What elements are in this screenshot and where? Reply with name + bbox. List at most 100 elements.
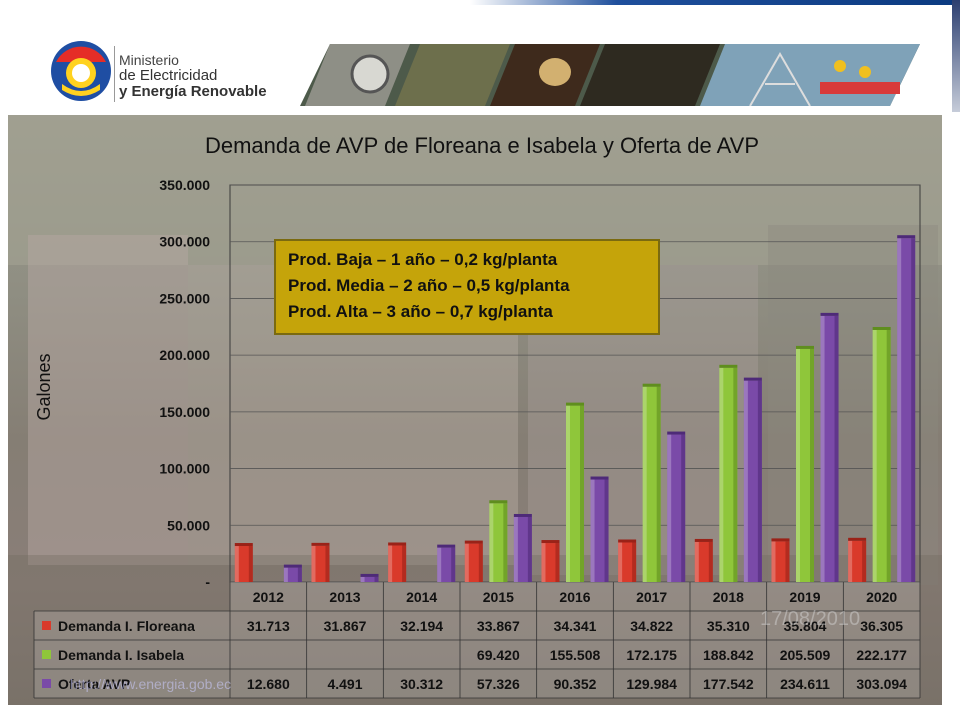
bar-highlight xyxy=(234,546,239,582)
bar-shade xyxy=(656,386,661,582)
logo-line-1: Ministerio xyxy=(119,52,179,68)
bar-body xyxy=(464,543,483,582)
bar-body xyxy=(566,405,584,582)
bar-highlight xyxy=(694,541,699,582)
bar-body xyxy=(771,541,790,582)
bar-1-7 xyxy=(796,345,814,582)
bar-highlight xyxy=(642,386,647,582)
legend-swatch xyxy=(42,679,51,688)
bar-2-0 xyxy=(283,564,302,582)
bar-highlight xyxy=(360,576,365,582)
bar-2-3 xyxy=(513,513,532,582)
bar-body xyxy=(796,348,814,582)
x-tick-label: 2018 xyxy=(713,589,744,605)
data-label: 35.310 xyxy=(707,618,750,634)
bar-highlight xyxy=(719,367,724,582)
data-label: 4.491 xyxy=(327,676,362,692)
bar-body xyxy=(360,576,379,582)
data-label: 205.509 xyxy=(780,647,831,663)
data-label: 34.822 xyxy=(630,618,673,634)
bar-highlight xyxy=(311,545,316,582)
data-label: 188.842 xyxy=(703,647,754,663)
bar-highlight xyxy=(771,541,776,582)
data-label: 90.352 xyxy=(554,676,597,692)
data-label: 234.611 xyxy=(780,676,830,692)
bar-highlight xyxy=(796,348,800,582)
bar-0-3 xyxy=(464,540,483,582)
bar-highlight xyxy=(513,516,518,582)
bar-2-4 xyxy=(590,476,609,582)
bar-top xyxy=(743,377,762,381)
bar-top xyxy=(388,542,407,546)
bar-body xyxy=(820,315,839,582)
bar-2-8 xyxy=(897,235,916,582)
bar-shade xyxy=(785,541,790,582)
bar-highlight xyxy=(820,315,825,582)
bar-top xyxy=(618,539,637,543)
y-tick-label: 300.000 xyxy=(159,234,210,250)
bar-highlight xyxy=(848,540,853,582)
bar-body xyxy=(541,543,560,582)
data-label: 177.542 xyxy=(703,676,754,692)
bar-shade xyxy=(604,479,609,582)
bar-body xyxy=(667,434,686,582)
logo-line-2: de Electricidad xyxy=(119,67,218,84)
bar-shade xyxy=(555,543,560,582)
logo-separator xyxy=(114,46,115,102)
bar-top xyxy=(694,538,713,542)
bar-shade xyxy=(733,367,738,582)
bar-highlight xyxy=(489,503,494,582)
bar-2-2 xyxy=(437,544,456,582)
bar-top xyxy=(437,544,456,548)
y-axis-ticks: - 50.000 100.000 150.000 200.000 250.000 300.0… xyxy=(159,177,210,590)
y-tick-label: 100.000 xyxy=(159,461,210,477)
bar-shade xyxy=(503,503,508,582)
bar-1-5 xyxy=(642,383,661,582)
bar-0-7 xyxy=(771,538,790,582)
bar-top xyxy=(283,564,302,568)
bar-highlight xyxy=(566,405,570,582)
bar-shade xyxy=(834,315,839,582)
bar-shade xyxy=(708,541,713,582)
bar-body xyxy=(743,380,762,582)
y-tick-label: 150.000 xyxy=(159,404,210,420)
bar-body xyxy=(618,542,637,582)
y-tick-label: 50.000 xyxy=(167,517,210,533)
bar-0-8 xyxy=(848,537,867,582)
bar-2-5 xyxy=(667,431,686,582)
x-tick-label: 2015 xyxy=(483,589,514,605)
right-accent-bar xyxy=(952,0,960,112)
bar-shade xyxy=(527,516,532,582)
data-label: 31.713 xyxy=(247,618,290,634)
bar-top xyxy=(541,540,560,544)
data-label: 31.867 xyxy=(324,618,367,634)
bar-body xyxy=(848,540,867,582)
bar-0-2 xyxy=(388,542,407,582)
bar-body xyxy=(283,567,302,582)
bar-shade xyxy=(911,238,916,582)
data-label: 129.984 xyxy=(626,676,677,692)
data-label: 35.804 xyxy=(784,618,827,634)
chart-title: Demanda de AVP de Floreana e Isabela y O… xyxy=(205,133,759,158)
bar-top xyxy=(590,476,609,480)
bar-shade xyxy=(451,547,456,582)
bar-1-3 xyxy=(489,500,508,582)
bar-highlight xyxy=(667,434,672,582)
bar-1-6 xyxy=(719,364,738,582)
bar-shade xyxy=(862,540,867,582)
bar-body xyxy=(642,386,661,582)
bar-shade xyxy=(886,329,891,582)
bar-top xyxy=(719,364,738,368)
production-note-line-3: Prod. Alta – 3 año – 0,7 kg/planta xyxy=(288,302,553,321)
bar-highlight xyxy=(283,567,288,582)
legend-swatch xyxy=(42,621,51,630)
bar-highlight xyxy=(437,547,442,582)
y-axis-label: Galones xyxy=(34,353,54,420)
data-label: 69.420 xyxy=(477,647,520,663)
bar-highlight xyxy=(618,542,623,582)
bar-body xyxy=(311,545,330,582)
x-tick-label: 2016 xyxy=(559,589,590,605)
bar-shade xyxy=(681,434,686,582)
bar-2-1 xyxy=(360,573,379,582)
table-header-bg xyxy=(230,582,920,611)
